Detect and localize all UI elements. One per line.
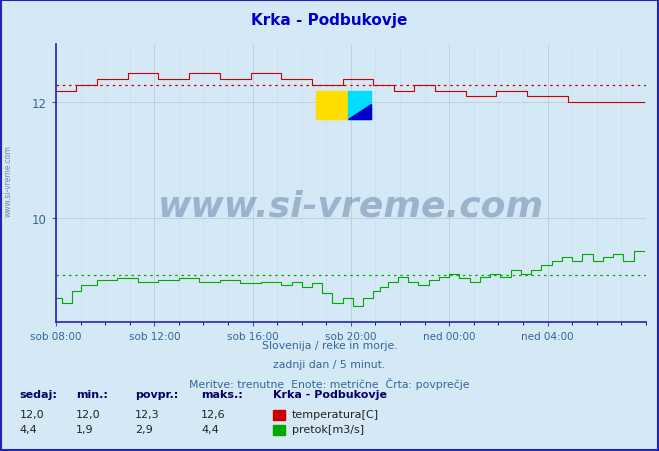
Text: 1,9: 1,9 bbox=[76, 424, 94, 434]
Text: temperatura[C]: temperatura[C] bbox=[292, 409, 379, 419]
Text: 4,4: 4,4 bbox=[20, 424, 38, 434]
Text: 12,3: 12,3 bbox=[135, 409, 159, 419]
Text: 2,9: 2,9 bbox=[135, 424, 153, 434]
Text: min.:: min.: bbox=[76, 390, 107, 400]
Text: www.si-vreme.com: www.si-vreme.com bbox=[3, 144, 13, 216]
Text: povpr.:: povpr.: bbox=[135, 390, 179, 400]
Text: sedaj:: sedaj: bbox=[20, 390, 57, 400]
Polygon shape bbox=[348, 105, 370, 120]
Text: maks.:: maks.: bbox=[201, 390, 243, 400]
Text: 12,6: 12,6 bbox=[201, 409, 225, 419]
Text: 4,4: 4,4 bbox=[201, 424, 219, 434]
Text: zadnji dan / 5 minut.: zadnji dan / 5 minut. bbox=[273, 359, 386, 369]
Text: Krka - Podbukovje: Krka - Podbukovje bbox=[251, 13, 408, 28]
Text: 12,0: 12,0 bbox=[76, 409, 100, 419]
Text: www.si-vreme.com: www.si-vreme.com bbox=[158, 189, 544, 223]
Text: Meritve: trenutne  Enote: metrične  Črta: povprečje: Meritve: trenutne Enote: metrične Črta: … bbox=[189, 377, 470, 389]
Bar bbox=[316, 92, 348, 120]
Text: Krka - Podbukovje: Krka - Podbukovje bbox=[273, 390, 387, 400]
Text: pretok[m3/s]: pretok[m3/s] bbox=[292, 424, 364, 434]
Bar bbox=[348, 92, 370, 120]
Text: 12,0: 12,0 bbox=[20, 409, 44, 419]
Text: Slovenija / reke in morje.: Slovenija / reke in morje. bbox=[262, 340, 397, 350]
